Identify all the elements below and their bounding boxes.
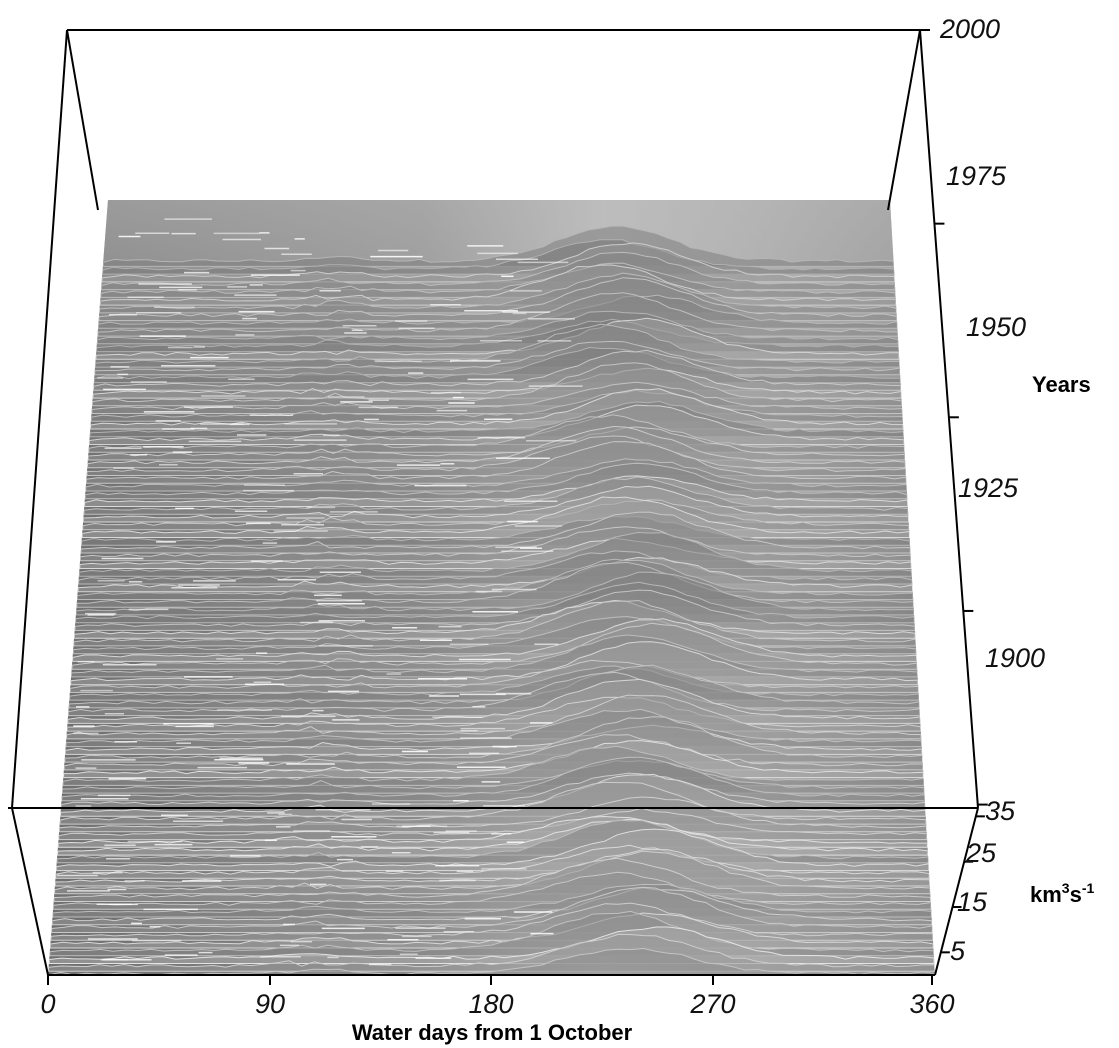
- year-tick-label: 1925: [958, 473, 1019, 503]
- z-tick-label: 15: [957, 887, 988, 917]
- plot-frame: [8, 29, 979, 976]
- frame-right-lower-edge: [934, 807, 979, 976]
- x-tick-label: 180: [468, 989, 513, 1019]
- year-ridge: [87, 425, 906, 469]
- x-tick-label: 90: [255, 989, 285, 1019]
- y-axis-title: Years: [1032, 372, 1091, 397]
- year-tick-label: 2000: [939, 14, 1000, 44]
- z-tick-label: 5: [950, 936, 966, 966]
- frame-left-lower-edge: [11, 807, 49, 976]
- z-tick-label: 35: [985, 796, 1016, 826]
- tick-marks: [47, 29, 988, 985]
- year-ridge: [54, 850, 931, 895]
- x-axis-title: Water days from 1 October: [352, 1020, 633, 1045]
- flow-surface: [48, 200, 935, 975]
- z-axis-title: km3s-1: [1030, 880, 1095, 907]
- year-ridge: [51, 886, 933, 933]
- z-tick-labels: 35 25 15 5: [950, 796, 1016, 966]
- z-tick-label: 25: [965, 838, 997, 868]
- year-ridge: [74, 589, 916, 631]
- x-tick-label: 0: [40, 989, 55, 1019]
- z-axis-title-sup: 3: [1062, 880, 1070, 896]
- frame-left-back-edge: [11, 29, 68, 809]
- year-ridge: [64, 716, 923, 763]
- z-axis-title-sup: -1: [1082, 880, 1095, 896]
- year-ridges: [48, 225, 935, 975]
- surface-streaks: [57, 218, 583, 966]
- year-ridge: [48, 933, 935, 972]
- frame-right-front-edge: [887, 29, 921, 211]
- year-ridge: [100, 262, 896, 298]
- frame-left-front-edge: [66, 29, 99, 211]
- z-axis-title-mid: s: [1070, 882, 1082, 907]
- year-ridge: [94, 323, 900, 368]
- year-ridge: [70, 641, 919, 686]
- year-tick-label: 1975: [946, 161, 1007, 191]
- year-ridge: [78, 531, 913, 577]
- year-ridge: [58, 807, 928, 841]
- year-ridge: [66, 694, 922, 740]
- year-tick-label: 1950: [966, 312, 1026, 342]
- year-ridge: [80, 511, 911, 554]
- z-axis-title-base: km: [1030, 882, 1062, 907]
- year-ridge: [97, 292, 899, 337]
- year-ridge: [53, 857, 931, 902]
- year-tick-label: 1900: [985, 643, 1045, 673]
- x-tick-labels: 0 90 180 270 360: [40, 989, 954, 1019]
- year-ridge: [63, 740, 924, 779]
- year-tick-labels: 1900 1925 1950 1975 2000: [939, 14, 1045, 673]
- x-tick-label: 360: [909, 989, 954, 1019]
- frame-right-back-edge: [919, 29, 979, 809]
- year-ridge: [100, 251, 896, 291]
- x-tick-label: 270: [689, 989, 735, 1019]
- year-ridge: [95, 317, 900, 360]
